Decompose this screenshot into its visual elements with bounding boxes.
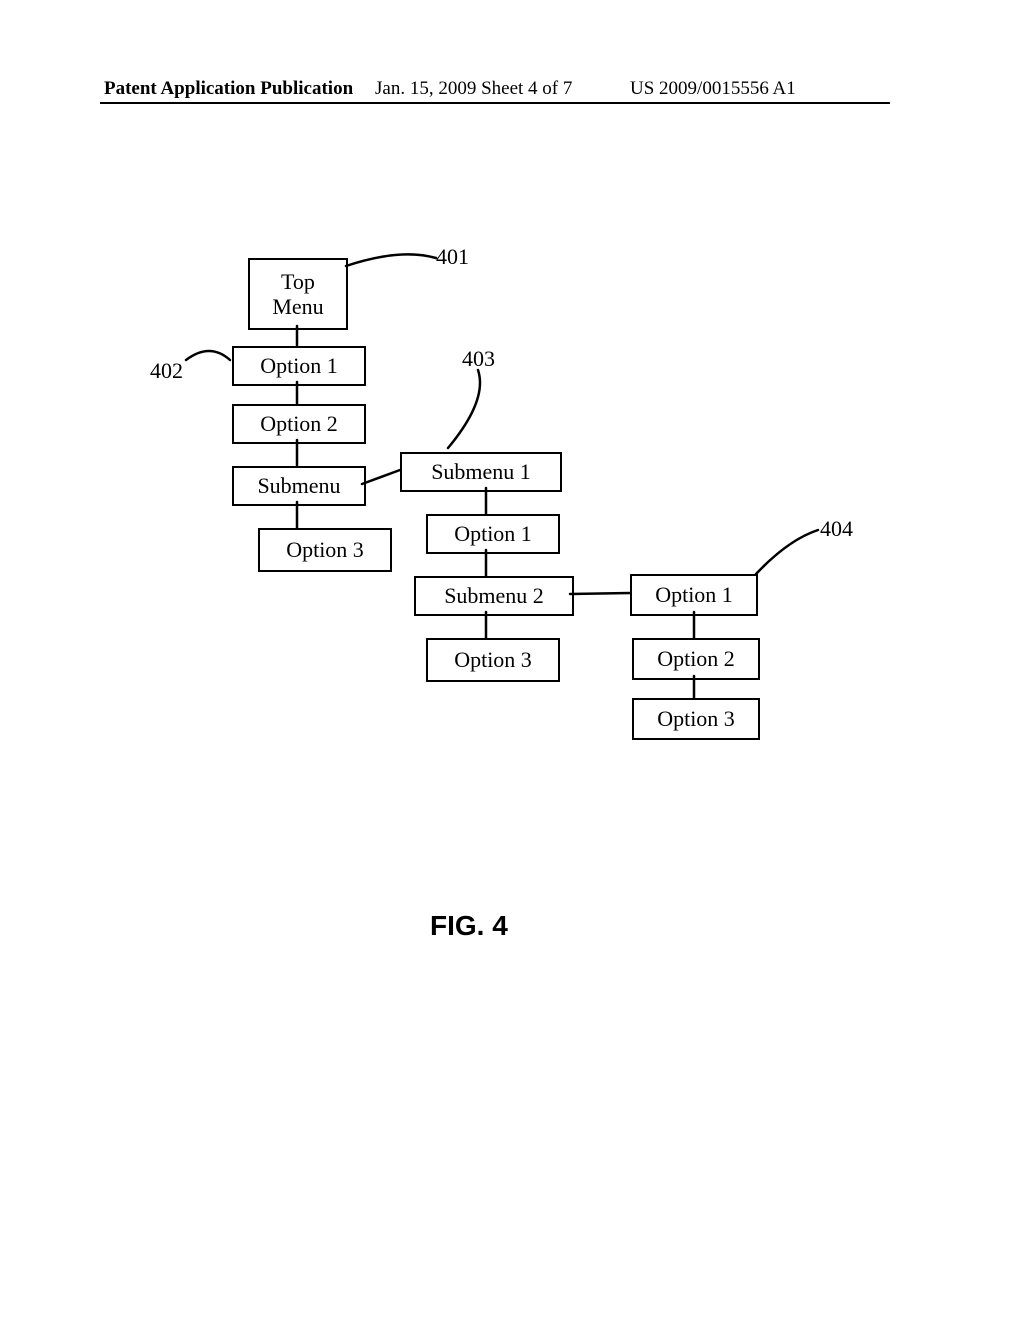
header-right: US 2009/0015556 A1 (630, 78, 796, 100)
header-mid: Jan. 15, 2009 Sheet 4 of 7 (375, 78, 572, 100)
node-o1c: Option 1 (630, 574, 758, 616)
header-left: Patent Application Publication (104, 78, 353, 100)
ref-r404: 404 (820, 516, 853, 542)
node-o3c: Option 3 (632, 698, 760, 740)
node-top: TopMenu (248, 258, 348, 330)
ref-r401: 401 (436, 244, 469, 270)
node-o3a: Option 3 (258, 528, 392, 572)
ref-r402: 402 (150, 358, 183, 384)
ref-r403: 403 (462, 346, 495, 372)
node-s2: Submenu 2 (414, 576, 574, 616)
node-o1a: Option 1 (232, 346, 366, 386)
node-o3b: Option 3 (426, 638, 560, 682)
node-o1b: Option 1 (426, 514, 560, 554)
figure-caption: FIG. 4 (430, 910, 508, 942)
node-sub: Submenu (232, 466, 366, 506)
header-rule (100, 102, 890, 104)
node-s1: Submenu 1 (400, 452, 562, 492)
page: Patent Application Publication Jan. 15, … (0, 0, 1024, 1320)
node-o2a: Option 2 (232, 404, 366, 444)
node-o2c: Option 2 (632, 638, 760, 680)
